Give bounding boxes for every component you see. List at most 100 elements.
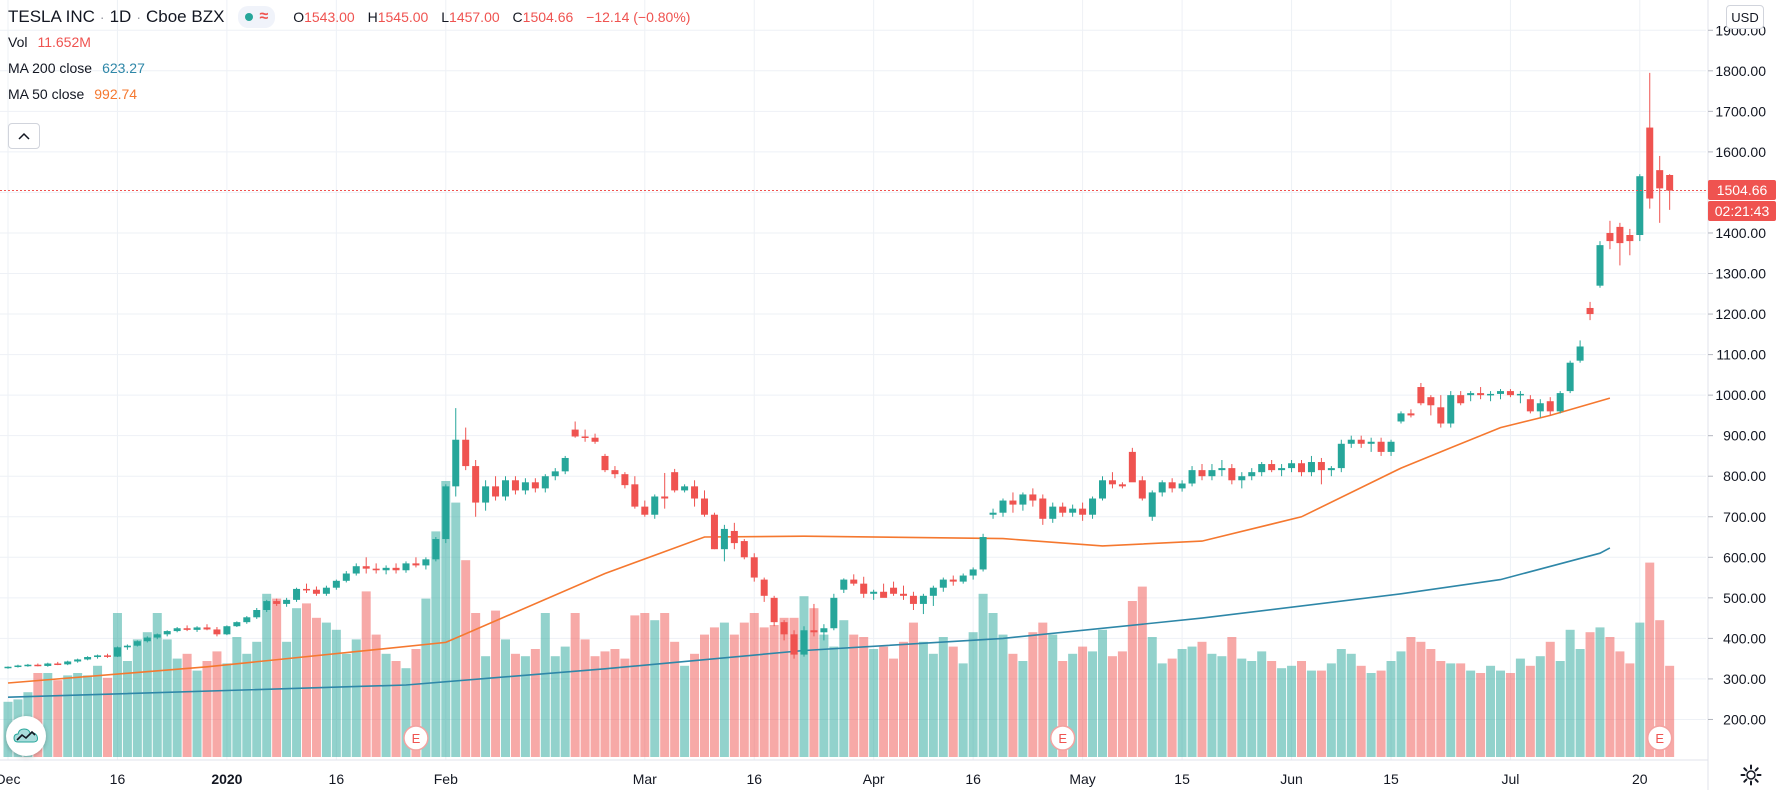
candle-body [1566,362,1574,392]
volume-bar [192,670,202,757]
candle-body [113,647,121,657]
volume-bar [1117,651,1127,757]
volume-bar [1645,562,1655,757]
volume-bar [1476,673,1486,757]
volume-bar [1157,663,1167,757]
volume-bar [202,661,212,757]
candle-body [1656,170,1664,189]
volume-bar [968,632,978,757]
candle-body [521,482,529,491]
symbol-name[interactable]: TESLA INC [8,7,95,26]
candle-body [123,645,131,648]
candle-body [1357,439,1365,444]
y-tick-label: 1700.00 [1715,103,1766,119]
x-tick-label: Apr [863,771,885,787]
volume-bar [471,613,481,757]
x-tick-label: 15 [1174,771,1190,787]
candle-body [1506,391,1514,396]
candle-body [173,628,181,632]
candle-body [1487,393,1495,396]
ma50-legend[interactable]: MA 50 close 992.74 [8,86,137,102]
candle-body [1437,407,1445,424]
candles [4,72,1674,669]
separator-dot: · [136,9,141,25]
volume-bar [1038,622,1048,757]
candle-body [322,587,330,594]
settings-gear-icon[interactable] [1740,764,1762,786]
volume-bar [331,629,341,757]
candle-body [472,466,480,503]
candle-body [691,486,699,499]
volume-bar [242,653,252,757]
candle-body [1268,464,1276,471]
volume-bar [1665,665,1675,757]
candle-body [800,630,808,655]
volume-bar [640,613,650,757]
volume-bar [1366,673,1376,757]
volume-bar [809,608,819,757]
candle-body [1626,235,1634,242]
candle-body [1447,395,1455,424]
y-tick-label: 1300.00 [1715,266,1766,282]
volume-bar [1605,637,1615,757]
candle-body [929,587,937,596]
candle-body [422,559,430,566]
candle-body [213,629,221,635]
candle-body [1427,397,1435,406]
volume-bar [262,593,272,757]
volume-bar [1257,651,1267,757]
candle-body [1288,463,1296,469]
candle-body [531,482,539,489]
candle-body [740,541,748,558]
volume-bar [83,675,93,757]
candle-body [1248,472,1256,477]
ma200-legend[interactable]: MA 200 close 623.27 [8,60,145,76]
volume-bar [152,613,162,757]
volume-bar [182,653,192,757]
interval[interactable]: 1D [109,7,132,26]
candle-body [1636,176,1644,235]
volume-bar [988,613,998,757]
currency-button[interactable]: USD [1726,5,1764,29]
ma200-label: MA 200 close [8,60,93,76]
volume-legend[interactable]: Vol 11.652M [8,34,91,50]
volume-bar [560,646,570,757]
candle-body [1049,506,1057,519]
low-value: 1457.00 [449,9,500,25]
volume-bar [252,641,262,757]
volume-bar [1575,649,1585,757]
candle-body [581,436,589,438]
candle-body [820,628,828,633]
volume-bar [1625,663,1635,757]
candle-body [1536,403,1544,412]
volume-bar [520,656,530,757]
market-status-pill[interactable]: ≈ [238,6,276,28]
candle-body [840,579,848,590]
candle-body [342,573,350,581]
candle-body [750,557,758,578]
volume-bar [1207,653,1217,757]
collapse-legend-button[interactable] [8,123,40,149]
separator-dot: · [99,9,105,25]
candle-body [571,429,579,437]
x-tick-label: Jul [1501,771,1519,787]
volume-bar [789,617,799,757]
candle-body [482,486,490,503]
candle-body [203,627,211,630]
x-tick-label: 15 [1383,771,1399,787]
y-tick-label: 600.00 [1723,549,1766,565]
volume-bar [112,613,122,757]
volume-bar [1147,637,1157,757]
candle-body [94,655,102,658]
y-tick-label: 1800.00 [1715,63,1766,79]
candle-body [223,626,231,635]
y-tick-label: 700.00 [1723,509,1766,525]
volume-bar [889,658,899,757]
candle-body [999,500,1007,513]
candle-body [1377,441,1385,452]
candle-body [701,498,708,515]
tradingview-logo-button[interactable] [6,716,46,756]
chevron-up-icon [18,132,30,140]
change-value: −12.14 (−0.80%) [586,9,691,25]
